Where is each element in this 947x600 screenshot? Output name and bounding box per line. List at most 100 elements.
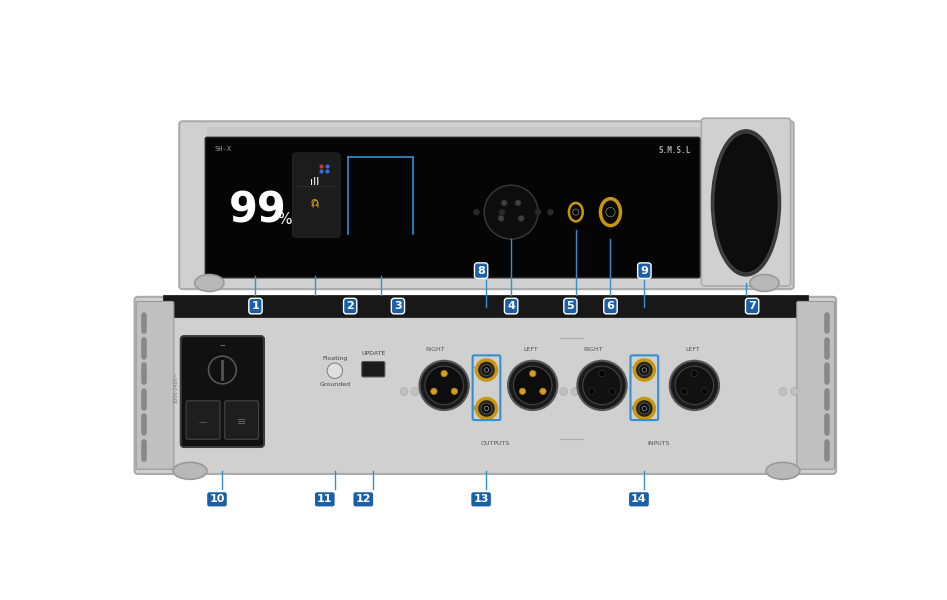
Text: 100V-240V~: 100V-240V~ [173, 372, 179, 403]
Circle shape [420, 361, 469, 410]
Text: RIGHT: RIGHT [425, 347, 445, 352]
Circle shape [681, 388, 688, 395]
Circle shape [547, 209, 553, 215]
Circle shape [634, 398, 654, 419]
Circle shape [642, 406, 647, 410]
FancyBboxPatch shape [187, 401, 220, 439]
Text: 2: 2 [347, 301, 354, 311]
Circle shape [499, 209, 505, 215]
Circle shape [474, 209, 479, 215]
Circle shape [528, 388, 537, 395]
Text: RIGHT: RIGHT [583, 347, 602, 352]
Circle shape [540, 388, 546, 395]
Circle shape [515, 200, 521, 206]
Circle shape [670, 361, 719, 410]
Circle shape [675, 366, 714, 404]
Circle shape [571, 388, 579, 395]
Circle shape [529, 370, 536, 377]
Text: LEFT: LEFT [686, 347, 700, 352]
Circle shape [518, 215, 525, 221]
Text: LEFT: LEFT [524, 347, 539, 352]
Circle shape [484, 185, 538, 239]
Circle shape [582, 366, 621, 404]
Ellipse shape [569, 203, 582, 221]
Text: 12: 12 [355, 494, 371, 505]
Text: L: L [472, 364, 475, 368]
FancyBboxPatch shape [224, 401, 259, 439]
Circle shape [560, 388, 567, 395]
Circle shape [517, 388, 525, 395]
FancyBboxPatch shape [181, 336, 264, 447]
Circle shape [481, 364, 492, 376]
FancyBboxPatch shape [136, 301, 174, 469]
Text: ≡: ≡ [237, 418, 246, 427]
Circle shape [694, 388, 702, 395]
FancyBboxPatch shape [796, 301, 834, 469]
Circle shape [535, 209, 541, 215]
Ellipse shape [195, 275, 223, 292]
Circle shape [513, 366, 552, 404]
Text: 8: 8 [477, 266, 485, 275]
Text: 13: 13 [474, 494, 489, 505]
Text: Ω: Ω [311, 198, 318, 208]
Circle shape [791, 388, 798, 395]
Circle shape [683, 388, 690, 395]
Ellipse shape [712, 131, 780, 275]
Circle shape [588, 388, 595, 395]
Ellipse shape [766, 463, 800, 479]
FancyBboxPatch shape [362, 362, 384, 377]
FancyBboxPatch shape [702, 118, 791, 286]
Text: Floating: Floating [322, 356, 348, 361]
FancyBboxPatch shape [205, 137, 700, 278]
Circle shape [451, 388, 457, 395]
Circle shape [573, 209, 579, 215]
Text: 10: 10 [209, 494, 224, 505]
Circle shape [484, 406, 489, 410]
Circle shape [481, 403, 492, 414]
Circle shape [441, 370, 447, 377]
Circle shape [609, 388, 616, 395]
Text: 11: 11 [317, 494, 332, 505]
Circle shape [702, 388, 707, 395]
Text: UPDATE: UPDATE [361, 352, 385, 356]
Circle shape [425, 366, 463, 404]
Text: 3: 3 [394, 301, 402, 311]
Circle shape [476, 398, 496, 419]
Text: 5: 5 [566, 301, 574, 311]
Circle shape [606, 208, 616, 217]
Text: S.M.S.L: S.M.S.L [658, 146, 690, 155]
Circle shape [498, 215, 504, 221]
Circle shape [779, 388, 787, 395]
FancyBboxPatch shape [293, 153, 340, 238]
Circle shape [208, 356, 236, 384]
Text: SH-X: SH-X [215, 146, 232, 152]
Circle shape [599, 370, 605, 377]
Text: 6: 6 [606, 301, 615, 311]
Circle shape [484, 368, 489, 372]
Text: INPUTS: INPUTS [647, 440, 670, 446]
Ellipse shape [750, 275, 779, 292]
Ellipse shape [173, 463, 207, 479]
Text: 7: 7 [748, 301, 756, 311]
Bar [207, 127, 700, 149]
Circle shape [431, 388, 438, 395]
Text: 99: 99 [229, 190, 287, 232]
FancyBboxPatch shape [179, 121, 794, 289]
Text: R: R [472, 406, 475, 411]
Circle shape [639, 403, 650, 414]
Circle shape [508, 361, 558, 410]
Text: 14: 14 [631, 494, 647, 505]
Circle shape [401, 388, 408, 395]
Text: —: — [199, 418, 207, 427]
Circle shape [691, 370, 698, 377]
Text: R: R [629, 406, 633, 411]
Text: OUTPUTS: OUTPUTS [481, 440, 510, 446]
FancyBboxPatch shape [134, 297, 836, 474]
Ellipse shape [600, 199, 620, 226]
Text: –: – [220, 340, 225, 350]
Circle shape [578, 361, 627, 410]
Circle shape [639, 364, 650, 376]
Circle shape [634, 360, 654, 380]
Circle shape [501, 200, 508, 206]
Text: ∩: ∩ [311, 198, 319, 211]
